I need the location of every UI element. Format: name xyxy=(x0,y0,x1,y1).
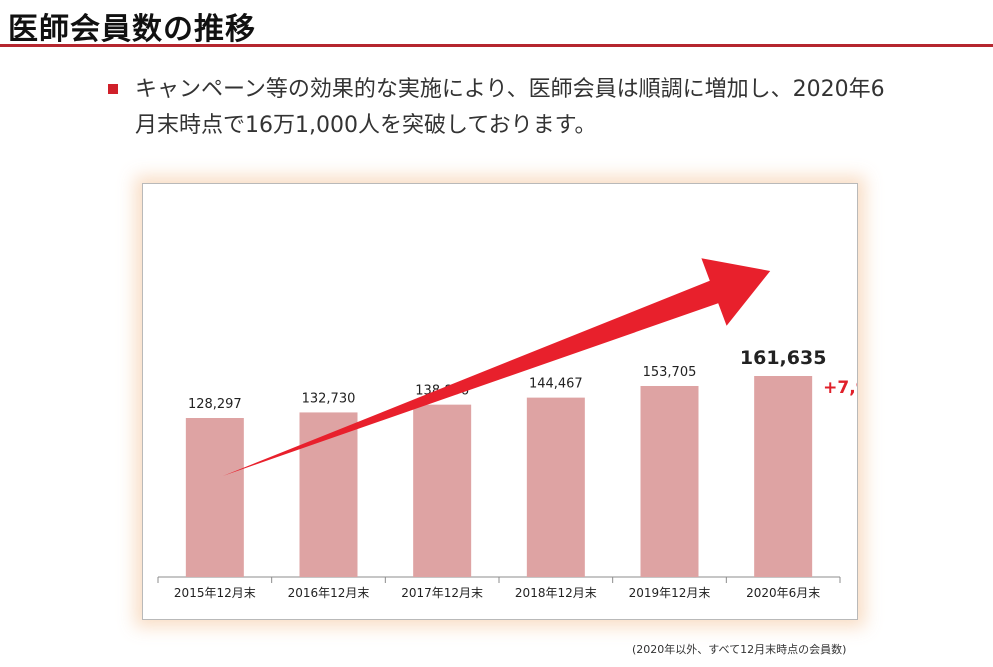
bar-chart: 128,2972015年12月末132,7302016年12月末138,8962… xyxy=(157,258,857,600)
bullet-square-icon xyxy=(108,84,118,94)
x-tick-label: 2020年6月末 xyxy=(746,586,820,600)
data-label: 161,635 xyxy=(740,347,827,369)
footnote: (2020年以外、すべて12月末時点の会員数) xyxy=(632,643,847,656)
data-label: 153,705 xyxy=(643,365,697,380)
x-tick-label: 2018年12月末 xyxy=(515,586,597,600)
bullet-text: キャンペーン等の効果的な実施により、医師会員は順調に増加し、2020年6月末時点… xyxy=(135,77,885,138)
title-underline xyxy=(0,44,993,47)
data-label: 144,467 xyxy=(529,377,583,392)
bar xyxy=(185,418,244,577)
x-tick-label: 2016年12月末 xyxy=(288,586,370,600)
growth-arrow xyxy=(222,258,771,476)
growth-annotation: +7,930人 xyxy=(823,378,857,398)
bar xyxy=(413,404,472,577)
data-label: 128,297 xyxy=(188,397,242,412)
x-tick-label: 2017年12月末 xyxy=(401,586,483,600)
x-tick-label: 2015年12月末 xyxy=(174,586,256,600)
bar xyxy=(640,385,699,577)
bar xyxy=(754,376,813,577)
chart-panel: 128,2972015年12月末132,7302016年12月末138,8962… xyxy=(142,183,858,620)
data-label: 132,730 xyxy=(302,391,356,406)
x-tick-label: 2019年12月末 xyxy=(629,586,711,600)
bar xyxy=(299,412,358,577)
page-title: 医師会員数の推移 xyxy=(8,12,256,47)
bar xyxy=(526,397,585,577)
